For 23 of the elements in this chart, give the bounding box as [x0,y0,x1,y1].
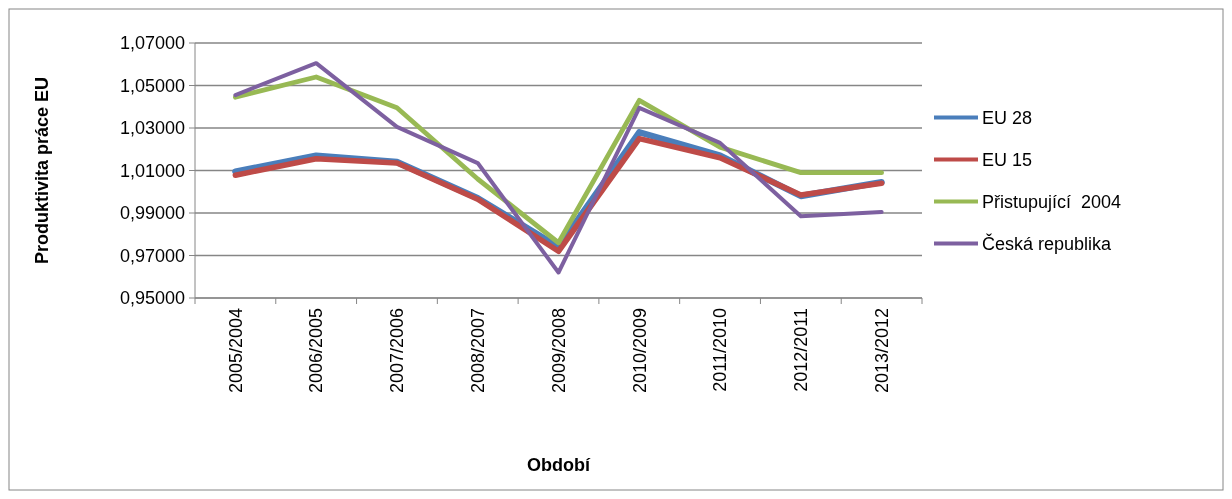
x-tick-label: 2008/2007 [468,308,489,394]
line-series [233,61,884,275]
y-axis-title: Produktivita práce EU [32,76,52,265]
x-axis-title: Období [527,455,591,475]
y-tick-label: 1,05000 [119,75,185,96]
y-tick-label: 0,95000 [119,288,185,309]
y-tick-label: 1,07000 [119,33,185,54]
x-tick-label: 2010/2009 [629,308,650,394]
legend-label: Česká republika [982,232,1113,254]
x-tick-label: 2012/2011 [791,308,812,392]
x-tick-label: 2006/2005 [306,308,327,394]
y-tick-label: 0,99000 [119,203,185,224]
x-tick-label: 2005/2004 [225,308,246,394]
x-tick-label: 2011/2010 [710,308,731,392]
x-tick-label: 2009/2008 [548,308,569,394]
legend-label: EU 28 [982,107,1033,128]
legend-label: Přistupující 2004 [982,191,1122,212]
legend-label: EU 15 [982,149,1033,170]
y-tick-label: 1,01000 [119,160,185,181]
y-tick-label: 0,97000 [119,245,185,266]
x-tick-label: 2013/2012 [871,308,892,394]
y-tick-label: 1,03000 [119,118,185,139]
x-tick-label: 2007/2006 [387,308,408,394]
